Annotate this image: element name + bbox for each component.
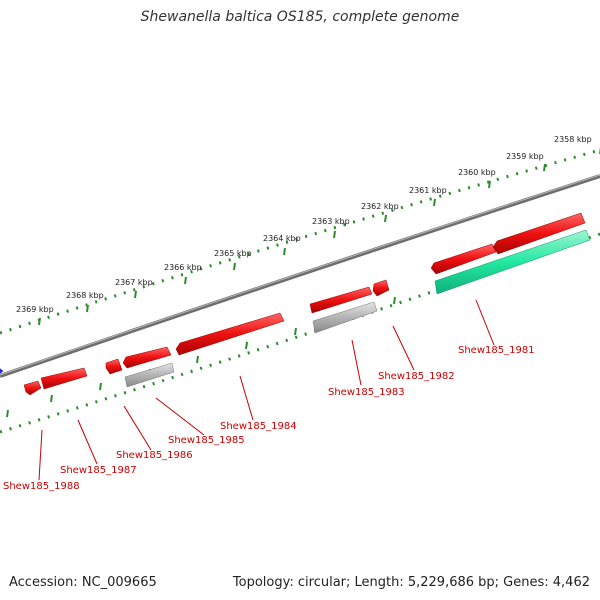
accession-text: Accession: NC_009665 [9, 575, 157, 590]
major-tick-mark [38, 317, 41, 326]
gene-label-1986: Shew185_1986 [116, 450, 193, 461]
major-tick-mark [50, 394, 53, 403]
major-ticks [6, 146, 600, 418]
genome-backbone-highlight [0, 174, 600, 376]
gene-feature-1982[interactable] [372, 279, 390, 297]
genome-title: Shewanella baltica OS185, complete genom… [140, 9, 460, 25]
major-tick-mark [384, 214, 387, 223]
gene-label-1983: Shew185_1983 [328, 387, 405, 398]
major-tick-mark [134, 290, 137, 299]
major-tick-mark [6, 409, 9, 418]
major-tick-mark [543, 163, 546, 172]
tick-label: 2365 kbp [214, 249, 252, 258]
gene-feature-1983[interactable] [312, 301, 378, 334]
tick-label: 2364 kbp [263, 234, 301, 243]
tick-label: 2366 kbp [164, 263, 202, 272]
callout-line-1988 [38, 429, 43, 481]
tick-label: 2358 kbp [554, 135, 592, 144]
major-tick-mark [184, 276, 187, 285]
callout-line-1987 [77, 419, 98, 465]
tick-label: 2362 kbp [361, 202, 399, 211]
gene-feature-1981[interactable] [434, 229, 591, 295]
major-tick-mark [99, 382, 102, 391]
tick-label: 2359 kbp [506, 152, 544, 161]
gene-label-1984: Shew185_1984 [220, 421, 297, 432]
major-tick-mark [196, 355, 199, 364]
gene-feature-1984[interactable] [175, 312, 285, 356]
gene-feature-1988[interactable] [23, 380, 42, 396]
gene-feature-1983-red[interactable] [309, 286, 373, 314]
tick-labels: 2358 kbp 2359 kbp 2360 kbp 2361 kbp 2362 kbp… [16, 135, 592, 314]
major-tick-mark [233, 262, 236, 271]
gene-feature-blue-partial[interactable] [0, 367, 4, 375]
callout-line-1981 [475, 299, 495, 346]
genome-summary-text: Topology: circular; Length: 5,229,686 bp… [232, 575, 590, 590]
gene-feature-1981-red-b[interactable] [492, 212, 586, 255]
genome-backbone [0, 174, 600, 378]
callout-line-1983 [351, 339, 362, 386]
major-tick-mark [393, 296, 396, 305]
tick-label: 2363 kbp [312, 217, 350, 226]
gene-feature-1981-red-a[interactable] [430, 243, 497, 275]
callout-line-1985 [155, 397, 205, 436]
tick-label: 2367 kbp [115, 278, 153, 287]
major-tick-mark [294, 327, 297, 336]
major-tick-mark [488, 180, 491, 189]
gene-label-1988: Shew185_1988 [3, 481, 80, 492]
callout-line-1986 [123, 405, 152, 451]
tick-label: 2360 kbp [458, 168, 496, 177]
major-tick-mark [333, 230, 336, 239]
callout-line-1982 [392, 325, 415, 371]
gene-label-1982: Shew185_1982 [378, 371, 455, 382]
gene-feature-1986[interactable] [122, 346, 172, 369]
gene-label-1987: Shew185_1987 [60, 465, 137, 476]
major-tick-mark [245, 341, 248, 350]
major-tick-mark [86, 304, 89, 313]
gene-feature-1985[interactable] [124, 362, 175, 388]
callout-line-1984 [239, 375, 254, 421]
tick-label: 2361 kbp [409, 186, 447, 195]
major-tick-mark [433, 198, 436, 207]
gene-label-1985: Shew185_1985 [168, 435, 245, 446]
tick-label: 2369 kbp [16, 305, 54, 314]
gene-label-1981: Shew185_1981 [458, 345, 535, 356]
major-tick-mark [283, 247, 286, 256]
tick-label: 2368 kbp [66, 291, 104, 300]
gene-feature-1986-small[interactable] [105, 358, 123, 375]
gene-feature-1987[interactable] [40, 367, 88, 390]
